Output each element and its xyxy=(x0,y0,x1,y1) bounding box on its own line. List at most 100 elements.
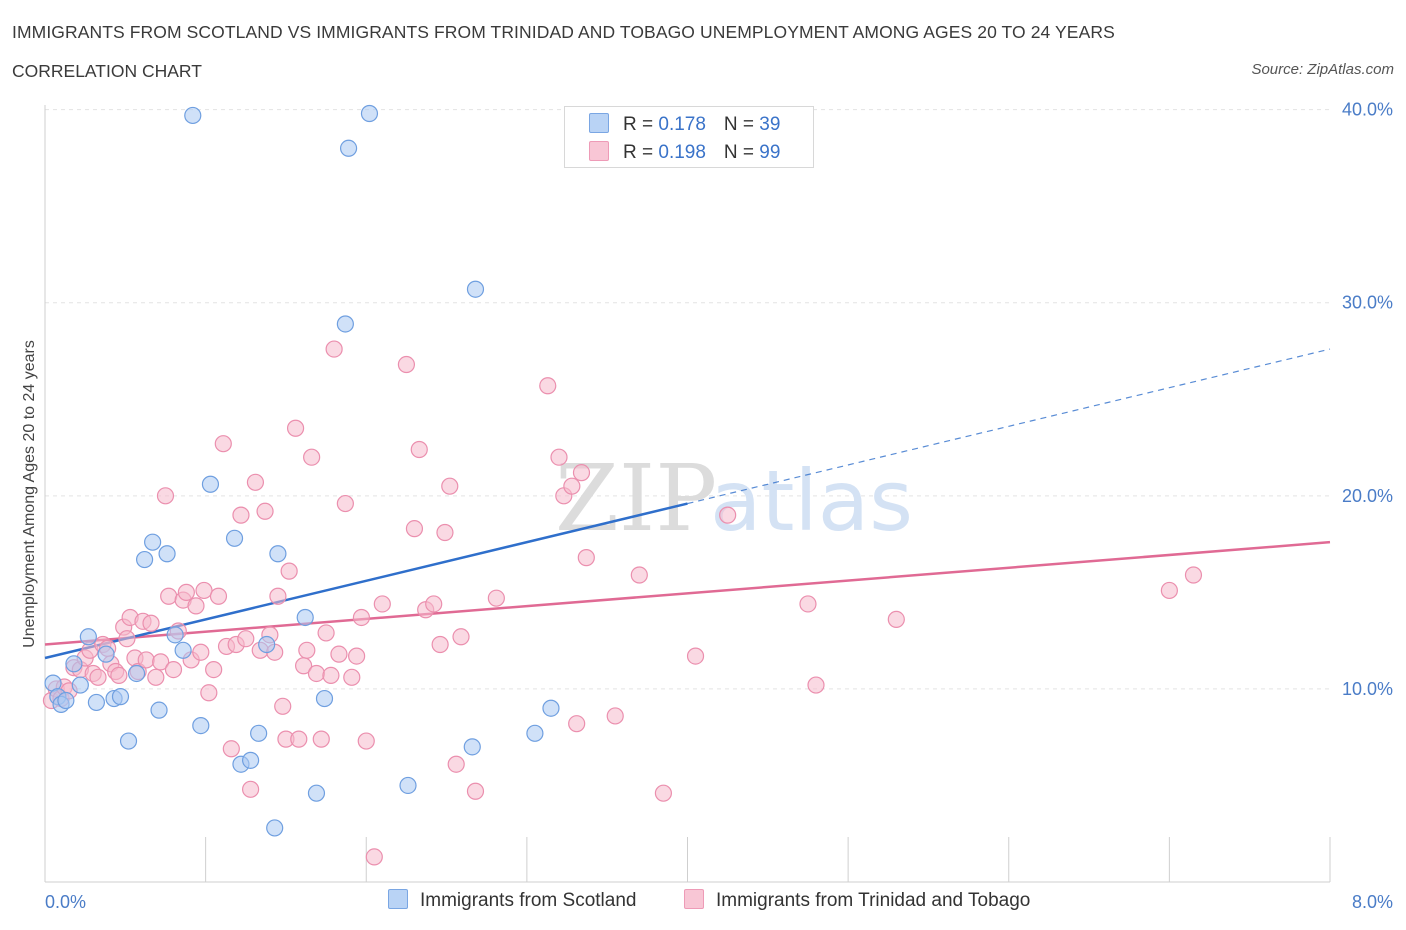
point-trinidad xyxy=(487,589,505,607)
point-scotland xyxy=(269,545,287,563)
y-tick-label: 30.0% xyxy=(1342,293,1393,313)
legend-swatch-trinidad xyxy=(589,141,609,161)
point-trinidad xyxy=(357,732,375,750)
point-scotland xyxy=(463,738,481,756)
point-trinidad xyxy=(200,684,218,702)
legend-r-value: 0.198 xyxy=(658,142,706,163)
legend-n-label: N = xyxy=(723,114,760,135)
point-trinidad xyxy=(572,464,591,482)
point-trinidad xyxy=(405,520,424,538)
point-scotland xyxy=(158,545,176,563)
point-scotland xyxy=(296,608,314,627)
point-trinidad xyxy=(290,730,308,748)
point-trinidad xyxy=(195,581,213,600)
point-trinidad xyxy=(539,377,557,395)
point-trinidad xyxy=(436,523,454,542)
point-trinidad xyxy=(192,643,210,661)
point-scotland xyxy=(360,104,379,123)
point-scotland xyxy=(127,664,146,683)
watermark-zip: ZIP xyxy=(555,445,717,552)
series-swatch-scotland xyxy=(388,889,408,909)
point-trinidad xyxy=(410,440,428,459)
point-trinidad xyxy=(630,566,648,584)
point-trinidad xyxy=(209,587,228,605)
watermark-atlas: atlas xyxy=(710,452,913,550)
point-scotland xyxy=(242,751,260,769)
legend-row-scotland: R = 0.178 N = 39 xyxy=(589,113,780,135)
trend-extension-scotland xyxy=(687,348,1331,505)
point-trinidad xyxy=(269,587,287,605)
point-scotland xyxy=(258,635,276,654)
point-trinidad xyxy=(343,668,361,686)
point-trinidad xyxy=(89,668,107,686)
point-scotland xyxy=(542,699,560,717)
point-trinidad xyxy=(431,635,449,654)
point-scotland xyxy=(79,628,97,646)
x-tick-label: 0.0% xyxy=(45,892,86,912)
point-scotland xyxy=(315,689,334,708)
point-trinidad xyxy=(298,641,316,659)
data-points xyxy=(42,104,1203,866)
point-trinidad xyxy=(222,740,240,758)
point-trinidad xyxy=(887,610,905,629)
point-scotland xyxy=(339,139,358,157)
point-trinidad xyxy=(317,624,335,642)
point-scotland xyxy=(97,645,115,663)
watermark: ZIP atlas xyxy=(555,445,913,552)
point-scotland xyxy=(266,819,284,837)
legend-n-label: N = xyxy=(723,142,760,163)
point-trinidad xyxy=(280,562,298,580)
point-trinidad xyxy=(110,666,128,684)
series-name-scotland: Immigrants from Scotland xyxy=(420,890,637,911)
legend-r-value: 0.178 xyxy=(658,114,706,135)
point-trinidad xyxy=(577,549,595,567)
point-scotland xyxy=(201,475,220,493)
point-trinidad xyxy=(187,597,205,615)
point-trinidad xyxy=(205,661,223,679)
y-tick-label: 20.0% xyxy=(1342,486,1393,506)
point-trinidad xyxy=(807,676,825,694)
point-trinidad xyxy=(348,647,366,665)
point-scotland xyxy=(192,716,210,735)
point-trinidad xyxy=(606,707,624,725)
point-trinidad xyxy=(246,473,265,491)
y-tick-label: 10.0% xyxy=(1342,679,1393,699)
legend-r-label: R = xyxy=(623,114,659,135)
point-trinidad xyxy=(286,419,305,437)
point-scotland xyxy=(119,732,138,750)
point-trinidad xyxy=(325,340,343,358)
point-trinidad xyxy=(568,715,586,733)
point-scotland xyxy=(466,280,485,298)
point-scotland xyxy=(150,701,168,719)
trend-line-scotland xyxy=(44,502,688,660)
point-trinidad xyxy=(336,494,354,513)
point-trinidad xyxy=(118,630,136,648)
chart-subtitle: CORRELATION CHART xyxy=(12,61,202,81)
point-scotland xyxy=(65,655,83,673)
point-trinidad xyxy=(330,645,348,663)
point-trinidad xyxy=(256,502,274,520)
point-trinidad xyxy=(160,587,178,605)
trend-line-trinidad xyxy=(44,540,1331,646)
series-legend-trinidad: Immigrants from Trinidad and Tobago xyxy=(684,889,1030,915)
correlation-legend: R = 0.178 N = 39 R = 0.198 N = 99 xyxy=(564,106,814,168)
point-trinidad xyxy=(303,448,321,466)
point-trinidad xyxy=(719,506,737,524)
legend-n-value: 39 xyxy=(759,114,781,135)
trend-lines xyxy=(44,348,1331,660)
chart-title: IMMIGRANTS FROM SCOTLAND VS IMMIGRANTS F… xyxy=(12,22,1115,42)
point-trinidad xyxy=(137,651,155,669)
point-scotland xyxy=(307,784,326,802)
point-trinidad xyxy=(142,614,160,632)
point-trinidad xyxy=(242,780,260,798)
point-trinidad xyxy=(563,477,581,495)
point-trinidad xyxy=(322,666,340,684)
tick-labels: 10.0% 20.0% 30.0% 40.0% 0.0% 8.0% xyxy=(45,100,1393,912)
point-scotland xyxy=(174,641,192,659)
gridlines xyxy=(45,109,1330,690)
point-trinidad xyxy=(307,664,326,683)
point-trinidad xyxy=(799,595,817,613)
point-scotland xyxy=(71,676,89,694)
point-trinidad xyxy=(164,661,183,679)
